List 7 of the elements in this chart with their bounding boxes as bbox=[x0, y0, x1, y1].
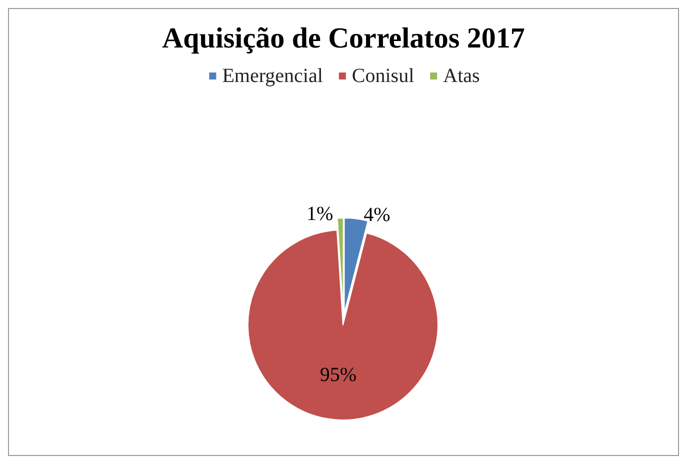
data-label: 95% bbox=[320, 364, 357, 386]
chart-title: Aquisição de Correlatos 2017 bbox=[162, 22, 525, 54]
legend-label: Atas bbox=[443, 65, 480, 87]
data-label: 1% bbox=[306, 203, 334, 226]
data-label: 4% bbox=[364, 204, 390, 226]
legend-label: Emergencial bbox=[222, 65, 324, 87]
legend-label: Conisul bbox=[352, 65, 415, 87]
